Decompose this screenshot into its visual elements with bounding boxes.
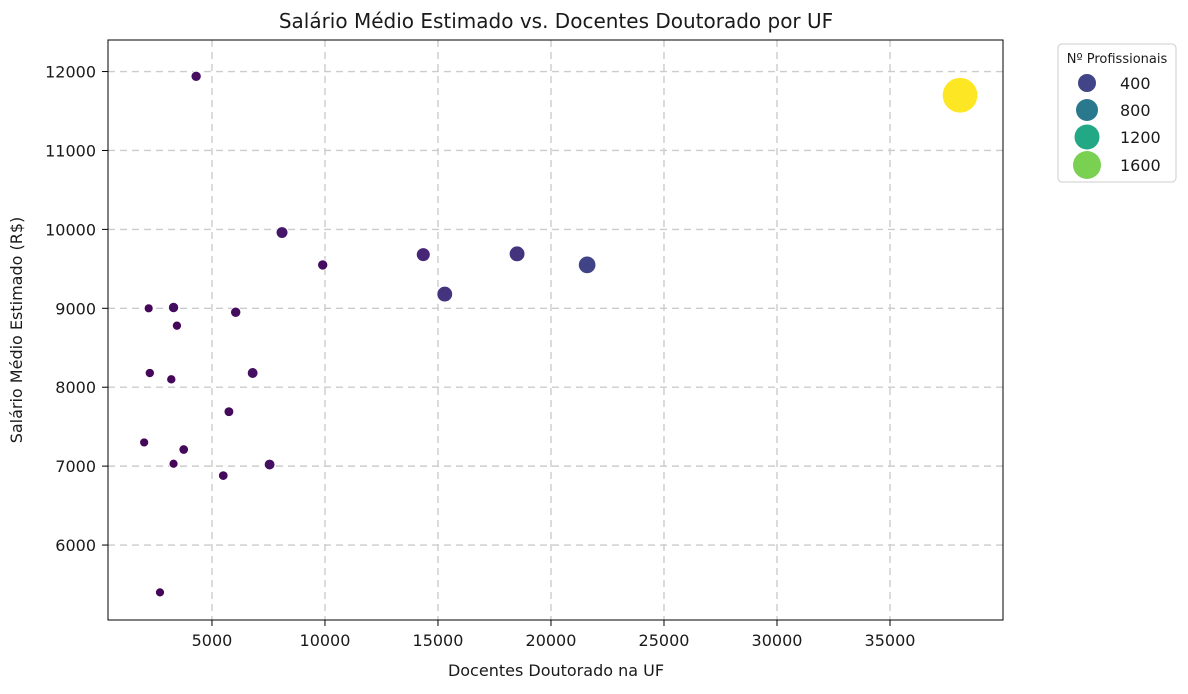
scatter-point [436,285,453,303]
scatter-point [144,368,155,378]
x-tick-label: 35000 [865,631,916,650]
legend: Nº Profissionais 400 800 1200 1600 [1057,43,1177,183]
x-tick-label: 5000 [192,631,233,650]
scatter-point [190,70,202,82]
y-tick-label: 11000 [45,141,96,160]
y-tick-label: 7000 [55,457,96,476]
legend-marker [1074,124,1100,150]
scatter-point [317,259,329,271]
x-axis-label: Docentes Doutorado na UF [448,661,664,680]
scatter-point [263,458,276,471]
y-tick-label: 9000 [55,299,96,318]
scatter-point [275,226,289,239]
plot-frame [107,39,1004,621]
scatter-point [143,303,154,314]
y-axis: 6000 7000 8000 9000 10000 11000 12000 [45,63,108,555]
legend-label: 1600 [1120,156,1161,175]
x-tick-label: 10000 [300,631,351,650]
scatter-point [508,245,526,263]
grid [108,40,1003,620]
legend-title: Nº Profissionais [1067,52,1168,67]
chart-title: Salário Médio Estimado vs. Docentes Dout… [279,9,833,33]
x-tick-label: 30000 [752,631,803,650]
x-tick-label: 20000 [526,631,577,650]
legend-marker [1073,151,1101,179]
scatter-point [941,77,979,114]
legend-label: 800 [1120,101,1151,120]
y-tick-label: 10000 [45,220,96,239]
scatter-point [218,470,229,481]
scatter-point [577,255,597,275]
y-tick-label: 12000 [45,63,96,82]
scatter-point [415,247,431,262]
legend-label: 1200 [1120,128,1161,147]
y-tick-label: 8000 [55,378,96,397]
legend-label: 400 [1120,74,1151,93]
scatter-point [223,406,235,417]
scatter-point [178,444,189,455]
x-axis: 5000 10000 15000 20000 25000 30000 35000 [192,620,916,650]
legend-marker [1076,99,1098,121]
legend-marker [1078,74,1096,92]
scatter-point [171,320,182,331]
scatter-point [155,587,165,598]
x-tick-label: 15000 [413,631,464,650]
scatter-point [168,302,180,314]
data-points [139,70,979,598]
scatter-point [166,374,177,385]
scatter-point [246,367,259,379]
y-axis-label: Salário Médio Estimado (R$) [7,217,26,444]
y-tick-label: 6000 [55,536,96,555]
scatter-point [139,437,150,448]
scatter-point [168,458,179,469]
scatter-point [230,306,242,318]
x-tick-label: 25000 [639,631,690,650]
